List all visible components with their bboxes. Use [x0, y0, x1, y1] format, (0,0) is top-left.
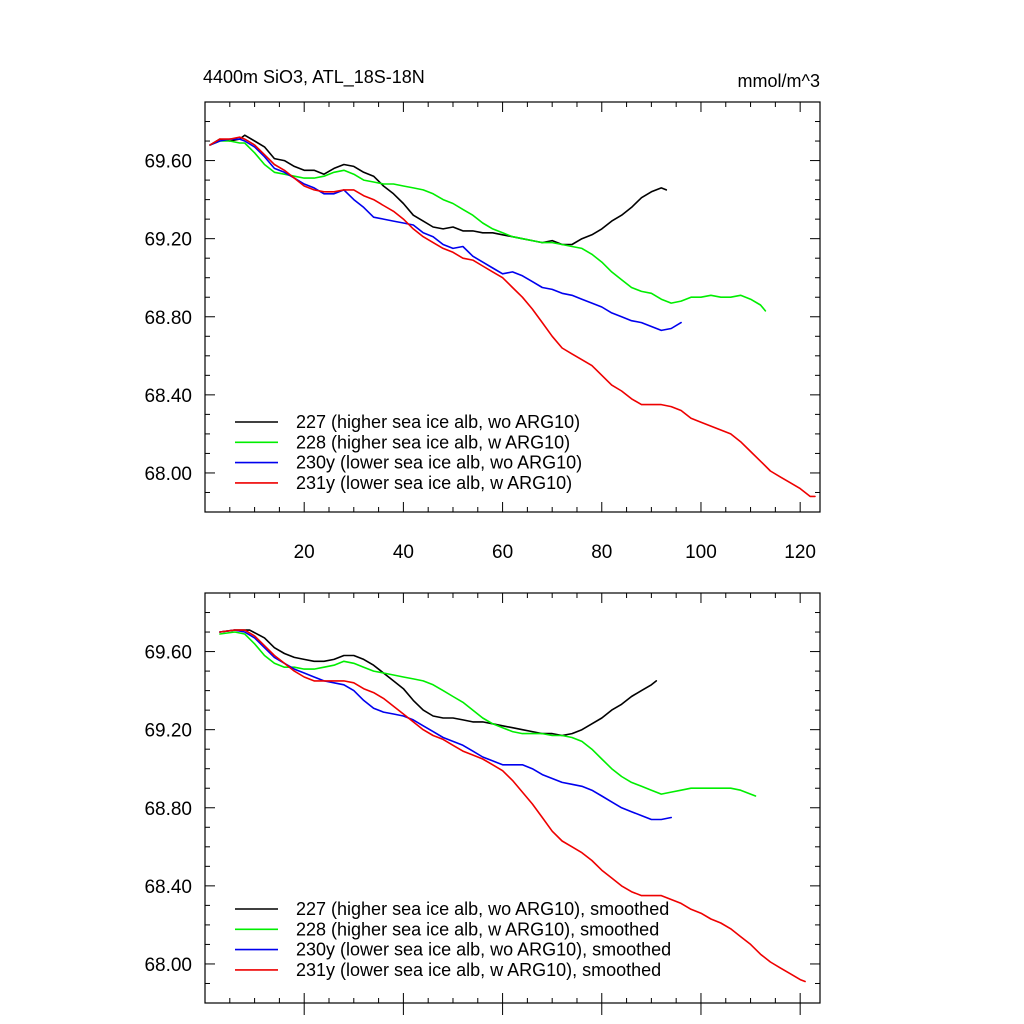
top-x-tick-label: 100 — [685, 542, 717, 563]
bottom-series-line-3 — [219, 629, 672, 821]
bottom-plot-frame — [204, 592, 821, 1004]
bottom-y-tick-labels: 68.00 68.40 68.80 69.20 69.60 — [144, 643, 192, 976]
top-panel-units: mmol/m^3 — [738, 71, 820, 91]
bottom-legend-label-4: 231y (lower sea ice alb, w ARG10), smoot… — [296, 960, 661, 980]
top-series-lines — [209, 134, 816, 498]
top-y-tick-labels: 68.00 68.40 68.80 69.20 69.60 — [144, 152, 192, 485]
top-x-tick-label: 20 — [294, 542, 315, 563]
top-y-tick-label: 69.60 — [144, 152, 192, 173]
top-y-tick-label: 69.20 — [144, 230, 192, 251]
top-legend-label-2: 228 (higher sea ice alb, w ARG10) — [296, 432, 570, 452]
bottom-legend: 227 (higher sea ice alb, wo ARG10), smoo… — [235, 899, 671, 980]
top-axis-ticks — [205, 101, 820, 513]
bottom-series-line-4 — [219, 629, 806, 983]
bottom-legend-label-3: 230y (lower sea ice alb, wo ARG10), smoo… — [296, 940, 671, 960]
bottom-axis-ticks — [205, 592, 820, 1015]
bottom-legend-label-1: 227 (higher sea ice alb, wo ARG10), smoo… — [296, 899, 669, 919]
top-y-tick-label: 68.00 — [144, 464, 192, 485]
top-plot-frame — [204, 101, 821, 513]
bottom-series-line-1 — [219, 629, 658, 737]
top-x-tick-label: 120 — [784, 542, 816, 563]
bottom-y-tick-label: 68.80 — [144, 799, 192, 820]
bottom-y-tick-label: 69.20 — [144, 721, 192, 742]
bottom-y-tick-label: 68.00 — [144, 955, 192, 976]
bottom-series-line-2 — [219, 631, 757, 797]
bottom-panel: 68.00 68.40 68.80 69.20 69.60 227 (higher se… — [144, 592, 821, 1015]
top-series-line-3 — [209, 138, 682, 332]
top-x-tick-label: 80 — [591, 542, 612, 563]
top-legend-label-3: 230y (lower sea ice alb, wo ARG10) — [296, 453, 582, 473]
top-y-tick-label: 68.80 — [144, 308, 192, 329]
bottom-series-lines — [219, 629, 806, 983]
bottom-legend-label-2: 228 (higher sea ice alb, w ARG10), smoot… — [296, 919, 659, 939]
bottom-y-tick-label: 69.60 — [144, 643, 192, 664]
top-legend-label-1: 227 (higher sea ice alb, wo ARG10) — [296, 412, 580, 432]
top-y-tick-label: 68.40 — [144, 386, 192, 407]
top-panel-title: 4400m SiO3, ATL_18S-18N — [203, 67, 425, 88]
top-panel: 4400m SiO3, ATL_18S-18N mmol/m^3 68.0068… — [144, 67, 821, 563]
top-legend-label-4: 231y (lower sea ice alb, w ARG10) — [296, 473, 572, 493]
top-series-line-2 — [209, 140, 767, 312]
top-x-tick-labels: 20 40 60 80 100 120 — [294, 542, 816, 563]
top-series-line-4 — [209, 136, 816, 498]
top-x-tick-label: 40 — [393, 542, 414, 563]
top-legend: 227 (higher sea ice alb, wo ARG10)228 (h… — [235, 412, 582, 493]
top-series-line-1 — [209, 134, 668, 246]
bottom-y-tick-label: 68.40 — [144, 877, 192, 898]
top-x-tick-label: 60 — [492, 542, 513, 563]
